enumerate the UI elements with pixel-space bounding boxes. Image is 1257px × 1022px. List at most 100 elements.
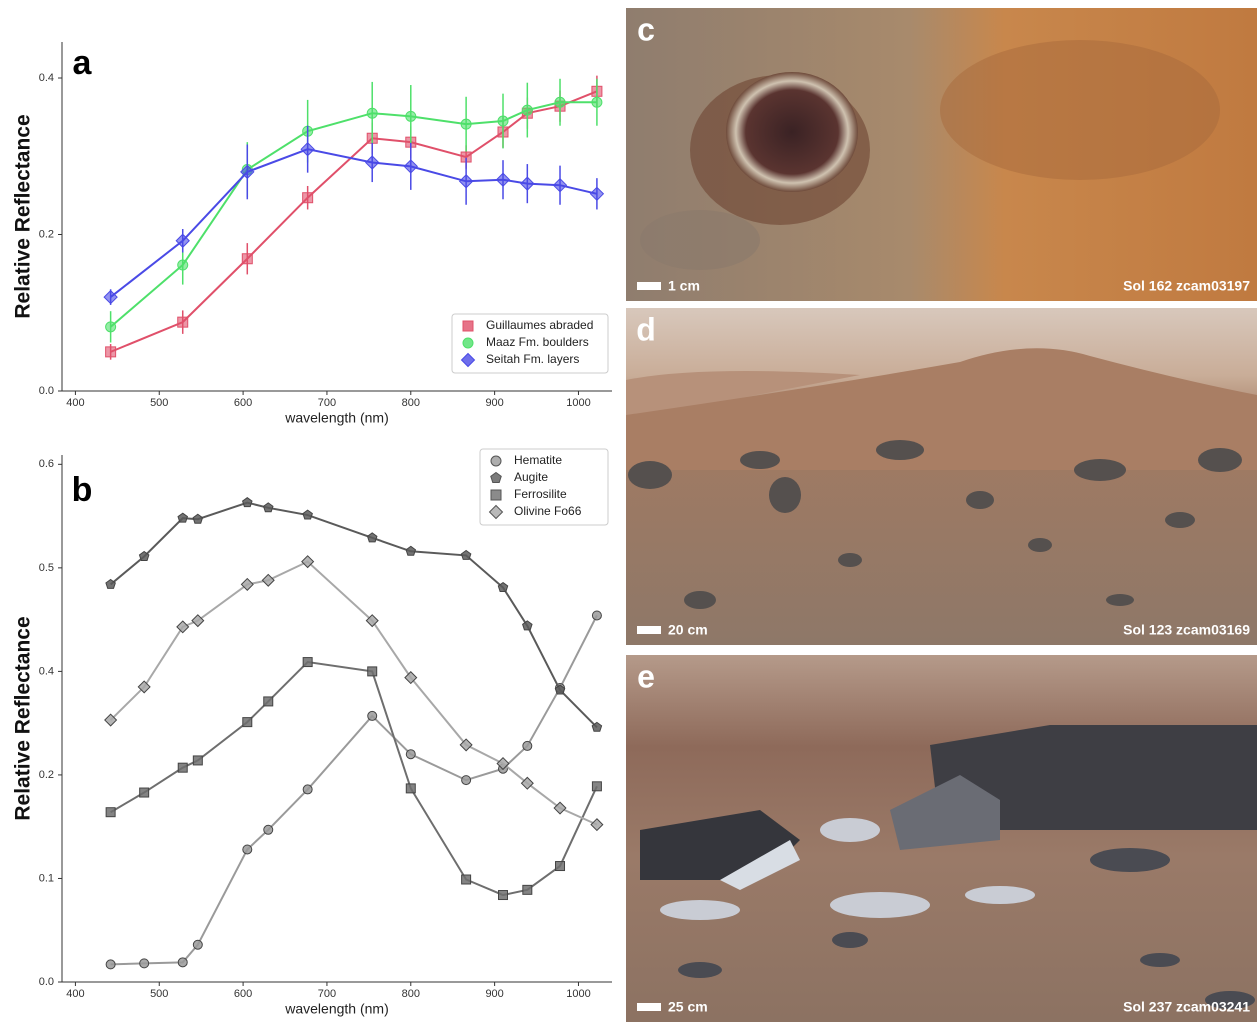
marker [301,143,314,156]
marker [590,187,603,200]
marker [592,782,601,791]
legend-label: Maaz Fm. boulders [486,335,589,349]
marker [303,193,313,203]
x-tick-label: 700 [318,397,336,409]
scale-bar [637,1003,661,1011]
marker [592,611,601,620]
marker [106,960,115,969]
y-tick-label: 0.2 [39,228,54,240]
y-tick-label: 0.0 [39,976,54,988]
image-caption: Sol 162 zcam03197 [1123,278,1250,294]
marker [491,490,501,500]
marker [243,498,252,507]
marker [106,808,115,817]
x-tick-label: 400 [66,988,84,1000]
series-line [111,662,597,895]
series-line [111,503,597,728]
image-panel-label: c [637,11,655,47]
image-panel-label: d [636,311,656,347]
x-tick-label: 1000 [566,397,590,409]
marker [404,160,417,173]
marker [243,718,252,727]
scale-label: 1 cm [668,278,700,294]
y-axis-label: Relative Reflectance [12,616,35,820]
marker [523,741,532,750]
marker [368,667,377,676]
marker [523,885,532,894]
marker [461,550,470,559]
x-tick-label: 800 [402,397,420,409]
marker [592,97,602,107]
marker [193,940,202,949]
marker [521,177,534,190]
marker [491,456,501,466]
marker [406,111,416,121]
marker [178,260,188,270]
panel-label: a [73,44,93,82]
marker [462,875,471,884]
x-axis-label: wavelength (nm) [284,1001,389,1017]
marker [140,788,149,797]
scale-bar [637,626,661,634]
photo-d [626,308,1257,645]
marker [591,819,603,831]
photo-e [626,655,1257,1022]
x-tick-label: 700 [318,988,336,1000]
x-axis-label: wavelength (nm) [284,410,389,426]
marker [193,756,202,765]
x-tick-label: 400 [66,397,84,409]
x-tick-label: 600 [234,988,252,1000]
marker [264,825,273,834]
marker [264,503,273,512]
marker [368,711,377,720]
marker [554,179,567,192]
x-tick-label: 500 [150,397,168,409]
marker [303,510,312,519]
marker [462,776,471,785]
marker [367,108,377,118]
legend-label: Augite [514,470,548,484]
marker [460,175,473,188]
scale-bar [637,282,661,290]
x-tick-label: 500 [150,988,168,1000]
x-tick-label: 1000 [566,988,590,1000]
marker [178,513,187,522]
marker [264,697,273,706]
series-line [111,149,597,297]
scale-label: 25 cm [668,999,708,1015]
marker [368,533,377,542]
panel-label: b [72,471,93,509]
y-tick-label: 0.5 [39,562,54,574]
marker [497,173,510,186]
marker [522,105,532,115]
marker [499,891,508,900]
image-caption: Sol 237 zcam03241 [1123,999,1250,1015]
marker [556,862,565,871]
marker [242,254,252,264]
marker [461,119,471,129]
marker [406,750,415,759]
y-tick-label: 0.2 [39,769,54,781]
legend-label: Guillaumes abraded [486,318,593,332]
legend-label: Ferrosilite [514,487,567,501]
y-tick-label: 0.0 [39,385,54,397]
marker [463,338,473,348]
marker [106,322,116,332]
marker [178,958,187,967]
series-line [111,91,597,352]
marker [463,321,473,331]
marker [406,784,415,793]
marker [406,546,415,555]
image-panel-label: e [637,658,655,694]
x-tick-label: 900 [485,397,503,409]
marker [303,658,312,667]
marker [140,959,149,968]
y-tick-label: 0.6 [39,458,54,470]
marker [262,574,274,586]
marker [555,97,565,107]
x-tick-label: 900 [485,988,503,1000]
legend-label: Olivine Fo66 [514,504,582,518]
y-tick-label: 0.4 [39,72,54,84]
marker [243,845,252,854]
marker [498,116,508,126]
